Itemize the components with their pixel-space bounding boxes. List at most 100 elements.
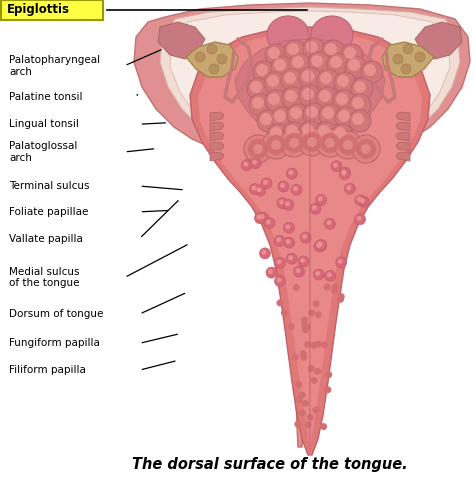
Circle shape: [312, 407, 319, 413]
Circle shape: [331, 161, 342, 172]
Circle shape: [263, 180, 268, 185]
Circle shape: [338, 293, 345, 300]
Polygon shape: [396, 112, 410, 121]
Circle shape: [251, 186, 256, 190]
Circle shape: [349, 94, 371, 116]
Circle shape: [316, 240, 327, 251]
Circle shape: [352, 113, 364, 125]
Circle shape: [315, 341, 322, 348]
Circle shape: [277, 198, 288, 208]
Circle shape: [262, 250, 266, 255]
Circle shape: [300, 232, 311, 243]
Circle shape: [357, 197, 362, 202]
Circle shape: [276, 237, 281, 243]
Polygon shape: [210, 112, 224, 121]
Circle shape: [250, 81, 262, 93]
Polygon shape: [235, 39, 385, 141]
Circle shape: [276, 278, 282, 282]
Circle shape: [333, 90, 355, 112]
Circle shape: [256, 215, 262, 220]
Circle shape: [281, 69, 303, 91]
Circle shape: [292, 354, 299, 360]
Circle shape: [283, 237, 294, 248]
Circle shape: [334, 127, 346, 139]
Circle shape: [281, 309, 288, 317]
Text: Palatoglossal
arch: Palatoglossal arch: [9, 141, 78, 163]
Circle shape: [286, 125, 298, 137]
Circle shape: [293, 186, 298, 191]
Circle shape: [301, 321, 309, 328]
Polygon shape: [134, 3, 470, 447]
Circle shape: [352, 135, 380, 163]
Circle shape: [403, 44, 413, 54]
Circle shape: [314, 241, 325, 252]
Circle shape: [333, 163, 338, 168]
Circle shape: [318, 242, 323, 247]
Circle shape: [288, 170, 293, 175]
Circle shape: [268, 269, 273, 274]
Circle shape: [260, 113, 272, 125]
Circle shape: [285, 201, 290, 206]
Circle shape: [364, 64, 376, 76]
Circle shape: [317, 69, 339, 91]
Circle shape: [331, 124, 353, 146]
Circle shape: [284, 72, 296, 84]
Circle shape: [361, 144, 371, 154]
Circle shape: [320, 72, 332, 84]
Circle shape: [257, 110, 279, 132]
Circle shape: [316, 194, 327, 206]
Circle shape: [292, 56, 304, 68]
Circle shape: [349, 110, 371, 132]
Circle shape: [300, 258, 305, 263]
Circle shape: [286, 253, 297, 264]
Circle shape: [265, 90, 287, 112]
Circle shape: [346, 185, 351, 190]
Circle shape: [331, 287, 338, 294]
Circle shape: [320, 423, 327, 430]
Circle shape: [339, 169, 350, 180]
Circle shape: [308, 310, 315, 317]
Circle shape: [341, 169, 346, 174]
Ellipse shape: [311, 16, 353, 54]
Circle shape: [302, 234, 307, 239]
Circle shape: [315, 271, 320, 276]
Polygon shape: [198, 31, 422, 449]
Circle shape: [209, 64, 219, 74]
Circle shape: [351, 78, 373, 100]
Text: Epiglottis: Epiglottis: [7, 3, 70, 17]
Circle shape: [393, 54, 403, 64]
Circle shape: [315, 311, 322, 318]
Circle shape: [325, 270, 336, 281]
Circle shape: [316, 243, 321, 248]
Circle shape: [356, 216, 362, 221]
Circle shape: [288, 255, 293, 260]
Circle shape: [354, 81, 366, 93]
Circle shape: [318, 196, 323, 202]
Circle shape: [271, 56, 293, 78]
Circle shape: [288, 323, 295, 330]
Circle shape: [241, 160, 252, 171]
Polygon shape: [210, 132, 224, 141]
Text: Palatine tonsil: Palatine tonsil: [9, 93, 83, 102]
Circle shape: [306, 106, 318, 118]
Circle shape: [260, 214, 264, 219]
Circle shape: [317, 242, 322, 246]
Circle shape: [299, 85, 321, 107]
Circle shape: [311, 55, 323, 67]
Circle shape: [320, 133, 340, 153]
Circle shape: [306, 41, 318, 53]
Circle shape: [337, 75, 349, 87]
Text: Fungiform papilla: Fungiform papilla: [9, 338, 100, 348]
Circle shape: [299, 410, 306, 416]
Circle shape: [344, 183, 356, 194]
Circle shape: [348, 59, 360, 71]
Circle shape: [335, 107, 357, 129]
Circle shape: [278, 181, 289, 192]
Circle shape: [336, 257, 347, 268]
Circle shape: [341, 170, 346, 176]
Circle shape: [283, 199, 294, 210]
Circle shape: [319, 90, 331, 102]
Circle shape: [316, 87, 338, 109]
Circle shape: [256, 187, 262, 192]
Circle shape: [302, 400, 309, 407]
